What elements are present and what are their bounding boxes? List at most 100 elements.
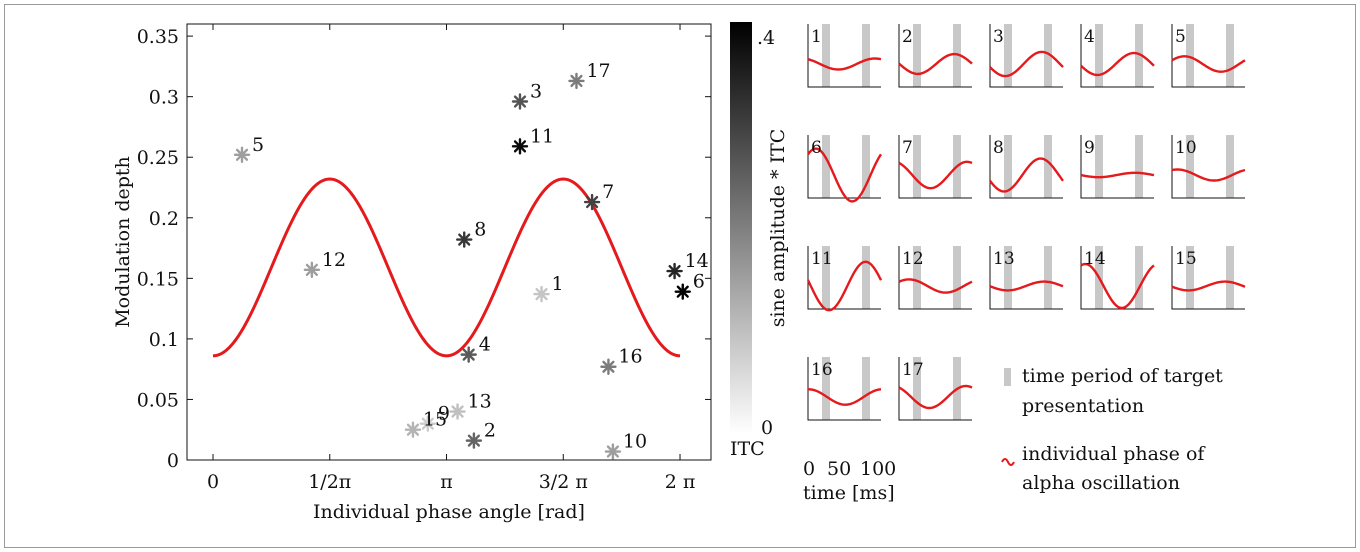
scatter-point-label: 5: [252, 134, 264, 156]
phase-panel-4: 4: [1080, 24, 1155, 88]
target-bar: [953, 246, 961, 309]
phase-panel-14: 14: [1080, 246, 1155, 310]
scatter-point-7: [583, 193, 601, 211]
phase-panel-9: 9: [1080, 135, 1155, 199]
panel-label: 12: [902, 249, 924, 269]
phase-panel-16: 16: [807, 357, 882, 421]
target-bar: [822, 357, 830, 420]
scatter-plot: 0 0.05 0.1 0.15 0.2 0.25 0.3 0.35 0 1/2π π 3/2 π 2 π…: [112, 23, 712, 523]
scatter-point-13: [449, 403, 466, 420]
phase-wave: [1171, 280, 1246, 292]
phase-wave: [898, 384, 973, 410]
time-tick-50: 50: [827, 458, 851, 480]
panel-label: 3: [993, 27, 1004, 47]
phase-wave: [1171, 168, 1246, 182]
scatter-point-label: 1: [552, 273, 564, 295]
scatter-point-label: 6: [693, 271, 705, 293]
panel-label: 6: [811, 138, 822, 158]
scatter-point-1: [533, 285, 550, 303]
scatter-point-12: [303, 261, 321, 279]
scatter-ticks: 0 0.05 0.1 0.15 0.2 0.25 0.3 0.35 0 1/2π π 3/2 π 2 π: [137, 24, 711, 493]
panel-axes: [989, 135, 1063, 199]
panel-axes: [1171, 24, 1245, 88]
panel-axes: [807, 24, 881, 88]
scatter-point-10: [604, 443, 622, 460]
panel-label: 13: [993, 249, 1015, 269]
panel-axes: [1171, 135, 1245, 199]
phase-panel-8: 8: [989, 135, 1064, 199]
colorbar-top-label: .4: [757, 27, 775, 49]
colorbar-gradient: [730, 22, 752, 434]
scatter-point-16: [600, 358, 617, 375]
target-bar: [1226, 24, 1234, 87]
panel-label: 9: [1084, 138, 1095, 158]
target-bar: [822, 246, 830, 309]
target-bar: [1186, 246, 1194, 309]
figure-frame: [4, 4, 1356, 548]
target-bar: [913, 246, 921, 309]
panel-axes: [1080, 24, 1154, 88]
scatter-point-17: [568, 72, 585, 90]
phase-wave: [807, 388, 882, 406]
panel-label: 14: [1084, 249, 1106, 269]
y-tick-label: 0.05: [137, 389, 179, 411]
panel-label: 7: [902, 138, 913, 158]
scatter-point-6: [674, 283, 691, 300]
phase-panel-10: 10: [1171, 135, 1246, 199]
phase-panel-6: 6: [807, 135, 882, 203]
phase-wave: [898, 278, 973, 294]
target-bar: [1044, 135, 1052, 198]
target-bar: [1095, 24, 1103, 87]
panel-axes: [807, 357, 881, 421]
panel-label: 1: [811, 27, 822, 47]
phase-panel-3: 3: [989, 24, 1064, 88]
x-tick-label: 0: [207, 471, 219, 493]
target-bar: [1095, 135, 1103, 198]
time-tick-0: 0: [803, 458, 815, 480]
y-tick-label: 0.1: [149, 329, 179, 351]
legend-target-line1: time period of target: [1022, 365, 1223, 387]
scatter-point-label: 2: [484, 420, 496, 442]
target-bar: [1186, 135, 1194, 198]
target-bar: [1186, 24, 1194, 87]
phase-panel-12: 12: [898, 246, 973, 310]
phase-wave: [1171, 55, 1246, 73]
legend-target-line2: presentation: [1022, 395, 1144, 417]
target-bar: [862, 24, 870, 87]
y-axis-label: Modulation depth: [112, 156, 134, 328]
target-bar: [1135, 246, 1143, 309]
phase-wave: [1080, 51, 1155, 77]
target-bar: [822, 24, 830, 87]
phase-wave: [1080, 171, 1155, 179]
target-bar: [822, 135, 830, 198]
y-tick-label: 0.35: [137, 26, 179, 48]
panel-axes: [1171, 246, 1245, 310]
colorbar: .4 0 ITC sine amplitude * ITC: [730, 22, 789, 460]
phase-panel-7: 7: [898, 135, 973, 199]
panel-legend: time period of target presentation indiv…: [1001, 365, 1223, 494]
panel-axes: [898, 357, 972, 421]
scatter-point-label: 15: [423, 409, 447, 431]
phase-panel-2: 2: [898, 24, 973, 88]
panel-axes: [898, 24, 972, 88]
panel-label: 11: [811, 249, 833, 269]
panel-axes: [1080, 135, 1154, 199]
y-tick-label: 0.3: [149, 87, 179, 109]
scatter-point-11: [511, 138, 529, 155]
target-bar: [1044, 246, 1052, 309]
legend-phase-line1: individual phase of: [1022, 443, 1206, 465]
scatter-point-label: 4: [479, 334, 491, 356]
scatter-point-label: 14: [685, 250, 709, 272]
scatter-point-2: [465, 432, 483, 449]
target-bar: [1135, 24, 1143, 87]
panel-label: 15: [1175, 249, 1197, 269]
time-tick-100: 100: [860, 458, 896, 480]
phase-wave: [989, 50, 1064, 78]
x-tick-label: 2 π: [665, 471, 696, 493]
target-bar: [1004, 135, 1012, 198]
scatter-point-3: [511, 93, 529, 110]
target-bar: [862, 246, 870, 309]
panel-label: 2: [902, 27, 913, 47]
